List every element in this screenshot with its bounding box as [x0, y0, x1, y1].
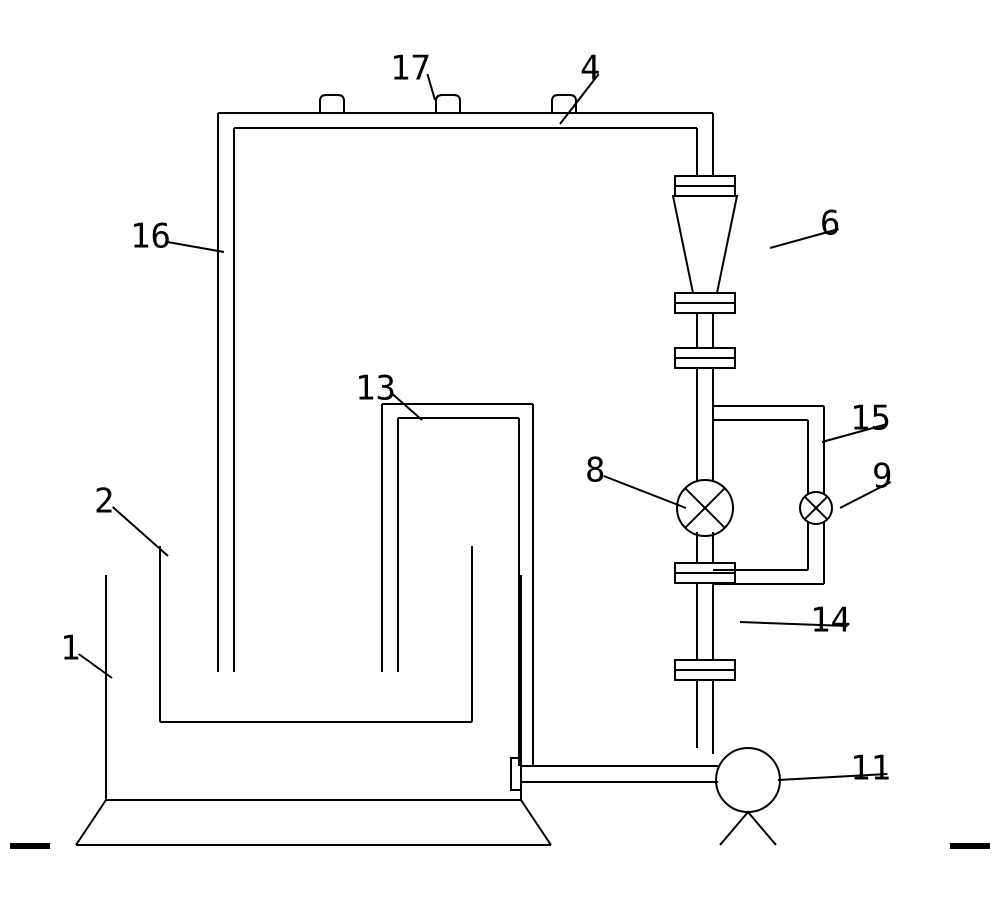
label-11: 11 [850, 749, 891, 789]
shapes-layer [10, 74, 990, 849]
label-16: 16 [130, 217, 171, 257]
label-6: 6 [820, 204, 840, 244]
label-8: 8 [585, 451, 605, 491]
label-17: 17 [390, 49, 431, 89]
label-13: 13 [355, 369, 396, 409]
label-1: 1 [60, 629, 80, 669]
label-15: 15 [850, 399, 891, 439]
label-14: 14 [810, 601, 851, 641]
label-4: 4 [580, 49, 600, 89]
label-9: 9 [872, 457, 892, 497]
label-2: 2 [94, 482, 114, 522]
diagram-canvas: 1 2 4 6 8 9 11 13 14 15 16 17 [0, 0, 1000, 913]
